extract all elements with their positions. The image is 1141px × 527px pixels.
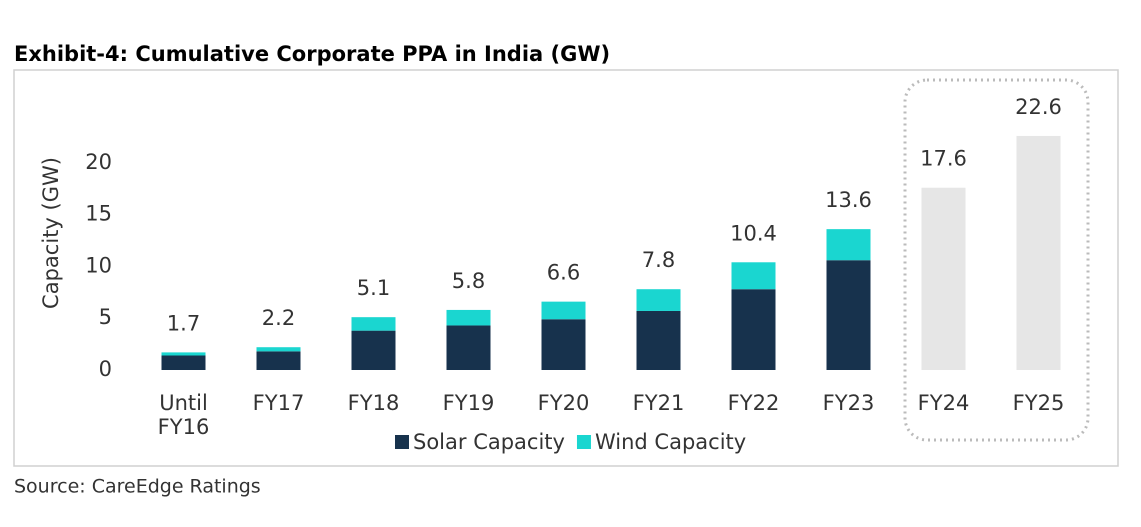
data-label: 7.8 xyxy=(642,248,675,272)
y-tick-label: 15 xyxy=(85,202,112,226)
y-tick-label: 5 xyxy=(99,305,112,329)
data-label: 17.6 xyxy=(920,147,967,171)
bar-segment xyxy=(731,289,776,370)
legend-swatch xyxy=(576,435,591,449)
x-tick-label: FY24 xyxy=(917,391,970,415)
y-axis-label: Capacity (GW) xyxy=(39,157,63,309)
bar-segment xyxy=(541,319,586,370)
projection-box xyxy=(903,78,1090,442)
bar-total xyxy=(921,187,966,370)
y-tick-label: 10 xyxy=(85,253,112,277)
x-tick-label: FY20 xyxy=(537,391,590,415)
bar-segment xyxy=(826,260,871,370)
bar-segment xyxy=(351,317,396,331)
data-label: 6.6 xyxy=(547,261,580,285)
data-label: 2.2 xyxy=(262,306,295,330)
x-tick-label: FY18 xyxy=(347,391,400,415)
bar-segment xyxy=(446,325,491,370)
bar-segment xyxy=(161,352,206,356)
data-label: 5.8 xyxy=(452,269,485,293)
x-tick-label: FY23 xyxy=(822,391,875,415)
bar-segment xyxy=(541,301,586,320)
x-tick-label: FY22 xyxy=(727,391,780,415)
data-label: 10.4 xyxy=(730,221,777,245)
chart-frame xyxy=(13,69,1119,467)
source: Source: CareEdge Ratings xyxy=(14,476,261,498)
data-label: 1.7 xyxy=(167,311,200,335)
data-label: 13.6 xyxy=(825,188,872,212)
x-tick-label: FY19 xyxy=(442,391,495,415)
bar-segment xyxy=(161,355,206,370)
legend-label: Solar Capacity xyxy=(413,430,565,454)
y-tick-label: 20 xyxy=(85,150,112,174)
bar-segment xyxy=(636,289,681,311)
bar-segment xyxy=(446,309,491,326)
bar-total xyxy=(1016,135,1061,370)
x-tick-label: FY21 xyxy=(632,391,685,415)
bar-segment xyxy=(636,310,681,370)
legend-label: Wind Capacity xyxy=(595,430,746,454)
data-label: 22.6 xyxy=(1015,95,1062,119)
x-tick-label: FY25 xyxy=(1012,391,1065,415)
bar-segment xyxy=(731,262,776,290)
bar-segment xyxy=(351,330,396,370)
chart-title: Exhibit-4: Cumulative Corporate PPA in I… xyxy=(14,42,610,66)
legend-swatch xyxy=(395,435,409,449)
bar-segment xyxy=(256,351,301,370)
y-tick-label: 0 xyxy=(99,357,112,381)
x-tick-label: Until FY16 xyxy=(157,391,210,439)
bar-segment xyxy=(256,347,301,352)
data-label: 5.1 xyxy=(357,276,390,300)
x-tick-label: FY17 xyxy=(252,391,305,415)
bar-segment xyxy=(826,229,871,261)
